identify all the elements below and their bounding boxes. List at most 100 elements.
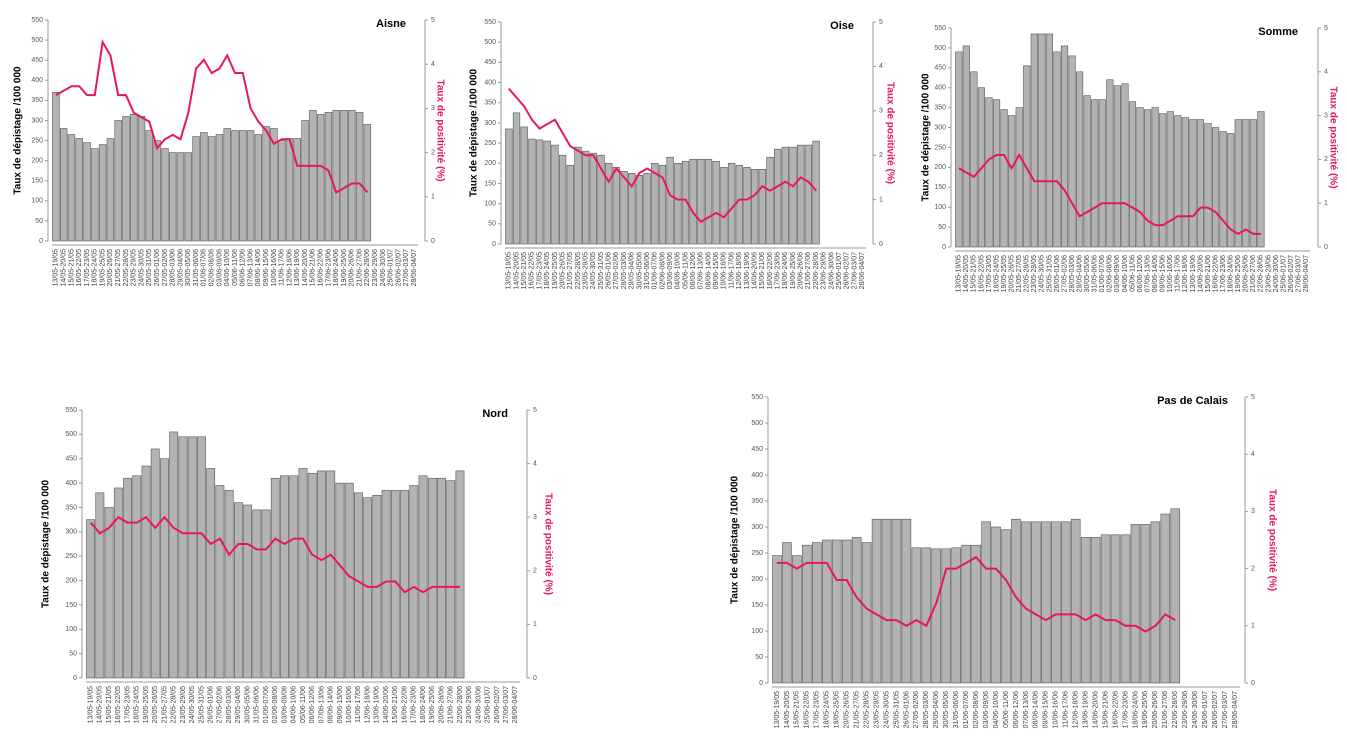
x-tick-label: 14/06-20/06 bbox=[751, 252, 758, 289]
x-tick-label: 18/05-24/05 bbox=[134, 686, 141, 723]
x-tick-label: 25/06-01/07 bbox=[836, 252, 843, 289]
bar bbox=[1091, 99, 1099, 248]
y2-axis-title: Taux de positivité (%) bbox=[434, 79, 445, 181]
x-tick-label: 14/05-20/05 bbox=[61, 249, 68, 286]
bar bbox=[812, 542, 822, 684]
x-tick-label: 14/06-20/06 bbox=[302, 249, 309, 286]
bar bbox=[851, 537, 862, 684]
y2-tick-label: 0 bbox=[1324, 244, 1328, 251]
bar bbox=[197, 436, 206, 679]
y-tick-label: 100 bbox=[934, 204, 946, 211]
x-tick-label: 30/05-05/06 bbox=[1084, 255, 1091, 292]
y-tick-label: 350 bbox=[934, 104, 946, 111]
bar bbox=[344, 482, 354, 679]
bar bbox=[1030, 33, 1038, 248]
x-tick-label: 06/06-12/06 bbox=[1137, 255, 1144, 292]
bar bbox=[597, 154, 605, 245]
y2-tick-label: 4 bbox=[431, 61, 435, 68]
bar bbox=[215, 485, 225, 679]
x-tick-label: 14/05-20/05 bbox=[513, 252, 520, 289]
x-tick-label: 23/06-29/06 bbox=[372, 249, 379, 286]
y-tick-label: 150 bbox=[31, 178, 43, 185]
x-tick-label: 14/05-20/05 bbox=[784, 691, 791, 728]
x-tick-label: 09/06-15/06 bbox=[337, 686, 344, 723]
positivity-line bbox=[958, 152, 1261, 236]
x-tick-label: 07/06-13/06 bbox=[318, 686, 325, 723]
y2-tick-label: 5 bbox=[1324, 25, 1328, 32]
y2-tick-label: 5 bbox=[533, 407, 537, 414]
bar bbox=[1151, 107, 1159, 248]
x-tick-label: 01/06-07/06 bbox=[652, 252, 659, 289]
x-tick-label: 19/05-25/05 bbox=[143, 686, 150, 723]
bar bbox=[239, 130, 247, 242]
x-tick-label: 21/06-27/06 bbox=[1162, 691, 1169, 728]
bar bbox=[83, 142, 91, 242]
bar bbox=[697, 158, 705, 245]
x-tick-label: 25/05-31/05 bbox=[146, 249, 153, 286]
chart: 0 50 100 150 200 250 300 350 400 450 500 550 0 1 2 3 4 5 1… bbox=[13, 17, 446, 287]
x-tick-label: 27/06-03/07 bbox=[1222, 691, 1229, 728]
y2-tick-label: 4 bbox=[1251, 451, 1255, 458]
y2-tick-label: 3 bbox=[879, 108, 883, 115]
bar bbox=[160, 458, 169, 679]
y-tick-label: 300 bbox=[751, 524, 763, 531]
bar bbox=[418, 475, 428, 679]
x-tick-label: 16/05-22/05 bbox=[76, 249, 83, 286]
bar bbox=[1136, 107, 1144, 248]
y2-tick-label: 0 bbox=[879, 241, 883, 248]
y-tick-label: 0 bbox=[942, 244, 946, 251]
x-tick-label: 24/06-30/06 bbox=[1273, 255, 1280, 292]
x-tick-label: 26/06-02/07 bbox=[395, 249, 402, 286]
bar bbox=[390, 490, 400, 679]
bar bbox=[992, 99, 1001, 248]
x-tick-label: 15/06-21/06 bbox=[759, 252, 766, 289]
x-tick-label: 07/06-13/06 bbox=[1023, 691, 1030, 728]
chart-title: Somme bbox=[1258, 26, 1298, 38]
x-tick-label: 04/06-10/06 bbox=[291, 686, 298, 723]
y2-tick-label: 1 bbox=[431, 194, 435, 201]
bar bbox=[931, 548, 942, 684]
x-tick-label: 28/06-04/07 bbox=[859, 252, 866, 289]
x-tick-label: 30/05-05/06 bbox=[185, 249, 192, 286]
bar bbox=[59, 128, 68, 242]
x-tick-label: 21/05-27/05 bbox=[115, 249, 122, 286]
y-tick-label: 200 bbox=[751, 576, 763, 583]
bar bbox=[98, 144, 107, 242]
x-tick-label: 13/06-19/06 bbox=[374, 686, 381, 723]
bar bbox=[289, 475, 299, 679]
x-tick-label: 24/05-30/05 bbox=[883, 691, 890, 728]
bar bbox=[991, 526, 1001, 684]
bar bbox=[355, 112, 364, 242]
chart-title: Pas de Calais bbox=[1157, 395, 1228, 407]
x-tick-label: 29/05-04/06 bbox=[1076, 255, 1083, 292]
x-tick-label: 21/05-27/05 bbox=[1016, 255, 1023, 292]
x-tick-label: 02/06-08/06 bbox=[272, 686, 279, 723]
chart-title: Nord bbox=[482, 408, 508, 420]
x-tick-label: 23/06-29/06 bbox=[466, 686, 473, 723]
x-tick-label: 21/05-27/05 bbox=[853, 691, 860, 728]
x-tick-label: 31/05-06/06 bbox=[193, 249, 200, 286]
bar bbox=[1121, 83, 1129, 248]
y-tick-label: 250 bbox=[484, 140, 496, 147]
y-tick-label: 100 bbox=[751, 628, 763, 635]
x-tick-label: 15/05-21/05 bbox=[106, 686, 113, 723]
x-tick-label: 31/05-06/06 bbox=[1092, 255, 1099, 292]
bar bbox=[75, 138, 83, 242]
x-tick-label: 24/06-30/06 bbox=[475, 686, 482, 723]
bar bbox=[340, 110, 348, 242]
positivity-line bbox=[508, 87, 817, 224]
x-tick-label: 29/05-04/06 bbox=[933, 691, 940, 728]
bar bbox=[317, 470, 326, 679]
x-tick-label: 17/06-23/06 bbox=[1220, 255, 1227, 292]
y2-axis-title: Taux de positivité (%) bbox=[884, 82, 895, 184]
bar bbox=[184, 152, 192, 242]
bar bbox=[951, 547, 961, 684]
bar bbox=[528, 138, 536, 245]
x-tick-label: 09/06-15/06 bbox=[1160, 255, 1167, 292]
bar bbox=[1249, 119, 1257, 248]
x-tick-label: 09/06-15/06 bbox=[713, 252, 720, 289]
bar bbox=[114, 120, 122, 242]
x-tick-label: 23/05-29/05 bbox=[131, 249, 138, 286]
bar bbox=[192, 136, 200, 242]
x-tick-label: 09/06-15/06 bbox=[1043, 691, 1050, 728]
